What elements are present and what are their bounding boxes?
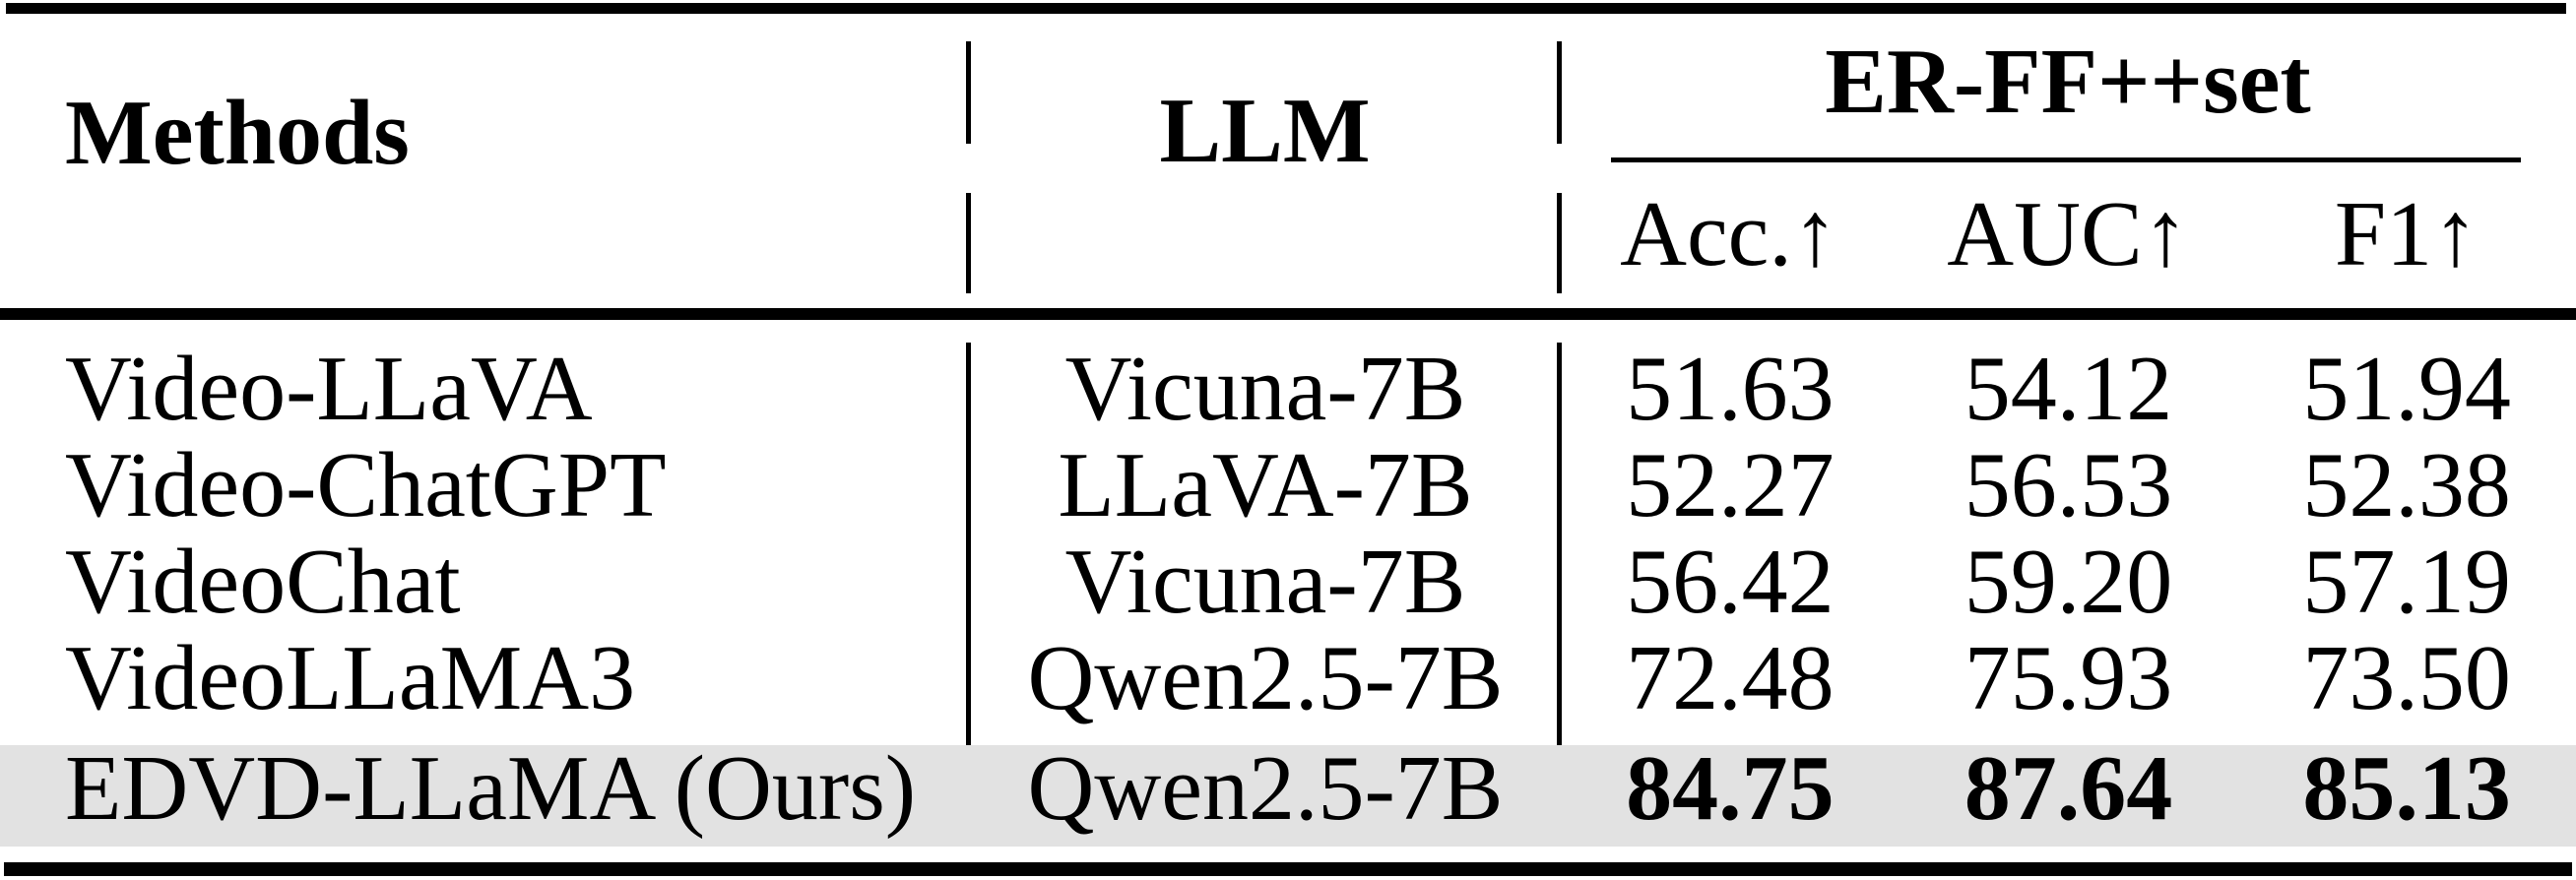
llm-name: Vicuna-7B bbox=[1064, 531, 1466, 633]
llm-name: Vicuna-7B bbox=[1064, 338, 1466, 440]
method-name: Video-ChatGPT bbox=[65, 434, 667, 536]
table-row: VideoLLaMA3 Qwen2.5-7B 72.48 75.93 73.50 bbox=[0, 629, 2576, 727]
column-divider-llm-metrics bbox=[1557, 193, 1562, 293]
llm-name: Qwen2.5-7B bbox=[1027, 627, 1504, 729]
f1-value: 51.94 bbox=[2302, 338, 2511, 440]
llm-name: LLaVA-7B bbox=[1058, 434, 1473, 536]
group-header-underline bbox=[1611, 157, 2521, 162]
acc-value: 51.63 bbox=[1626, 338, 1835, 440]
table-row: VideoChat Vicuna-7B 56.42 59.20 57.19 bbox=[0, 533, 2576, 631]
f1-value: 85.13 bbox=[2302, 737, 2511, 840]
table-row: Video-LLaVA Vicuna-7B 51.63 54.12 51.94 bbox=[0, 340, 2576, 438]
table-row: Video-ChatGPT LLaVA-7B 52.27 56.53 52.38 bbox=[0, 436, 2576, 534]
auc-value: 59.20 bbox=[1964, 531, 2173, 633]
f1-value: 52.38 bbox=[2302, 434, 2511, 536]
metric-headers-row: Acc.↑ AUC↑ F1↑ bbox=[1560, 183, 2576, 285]
llm-name: Qwen2.5-7B bbox=[1027, 737, 1504, 840]
f1-value: 57.19 bbox=[2302, 531, 2511, 633]
dataset-group-header: ER-FF++set bbox=[1825, 31, 2311, 133]
metric-header-acc: Acc.↑ bbox=[1620, 183, 1838, 285]
table-row-ours-highlighted: EDVD-LLaMA (Ours) Qwen2.5-7B 84.75 87.64… bbox=[0, 739, 2576, 838]
highlighted-row-background bbox=[0, 745, 2576, 847]
table-bottom-rule bbox=[4, 862, 2572, 876]
table-top-rule bbox=[6, 3, 2566, 14]
method-name: VideoLLaMA3 bbox=[65, 627, 636, 729]
auc-value: 75.93 bbox=[1964, 627, 2173, 729]
column-divider-llm-metrics bbox=[1557, 41, 1562, 144]
metric-header-f1: F1↑ bbox=[2334, 183, 2479, 285]
acc-value: 52.27 bbox=[1626, 434, 1835, 536]
auc-value: 56.53 bbox=[1964, 434, 2173, 536]
column-divider-methods-llm bbox=[966, 41, 971, 144]
method-name: Video-LLaVA bbox=[65, 338, 593, 440]
method-name: VideoChat bbox=[65, 531, 461, 633]
method-name: EDVD-LLaMA (Ours) bbox=[65, 737, 917, 840]
acc-value: 56.42 bbox=[1626, 531, 1835, 633]
auc-value: 54.12 bbox=[1964, 338, 2173, 440]
acc-value: 72.48 bbox=[1626, 627, 1835, 729]
header-separator-rule bbox=[0, 308, 2576, 320]
f1-value: 73.50 bbox=[2302, 627, 2511, 729]
acc-value: 84.75 bbox=[1626, 737, 1835, 840]
auc-value: 87.64 bbox=[1964, 737, 2173, 840]
column-divider-methods-llm bbox=[966, 193, 971, 293]
metric-header-auc: AUC↑ bbox=[1947, 183, 2189, 285]
column-divider-methods-llm bbox=[966, 343, 971, 847]
llm-column-header: LLM bbox=[1159, 80, 1371, 182]
column-divider-llm-metrics bbox=[1557, 343, 1562, 847]
methods-column-header: Methods bbox=[65, 82, 410, 184]
